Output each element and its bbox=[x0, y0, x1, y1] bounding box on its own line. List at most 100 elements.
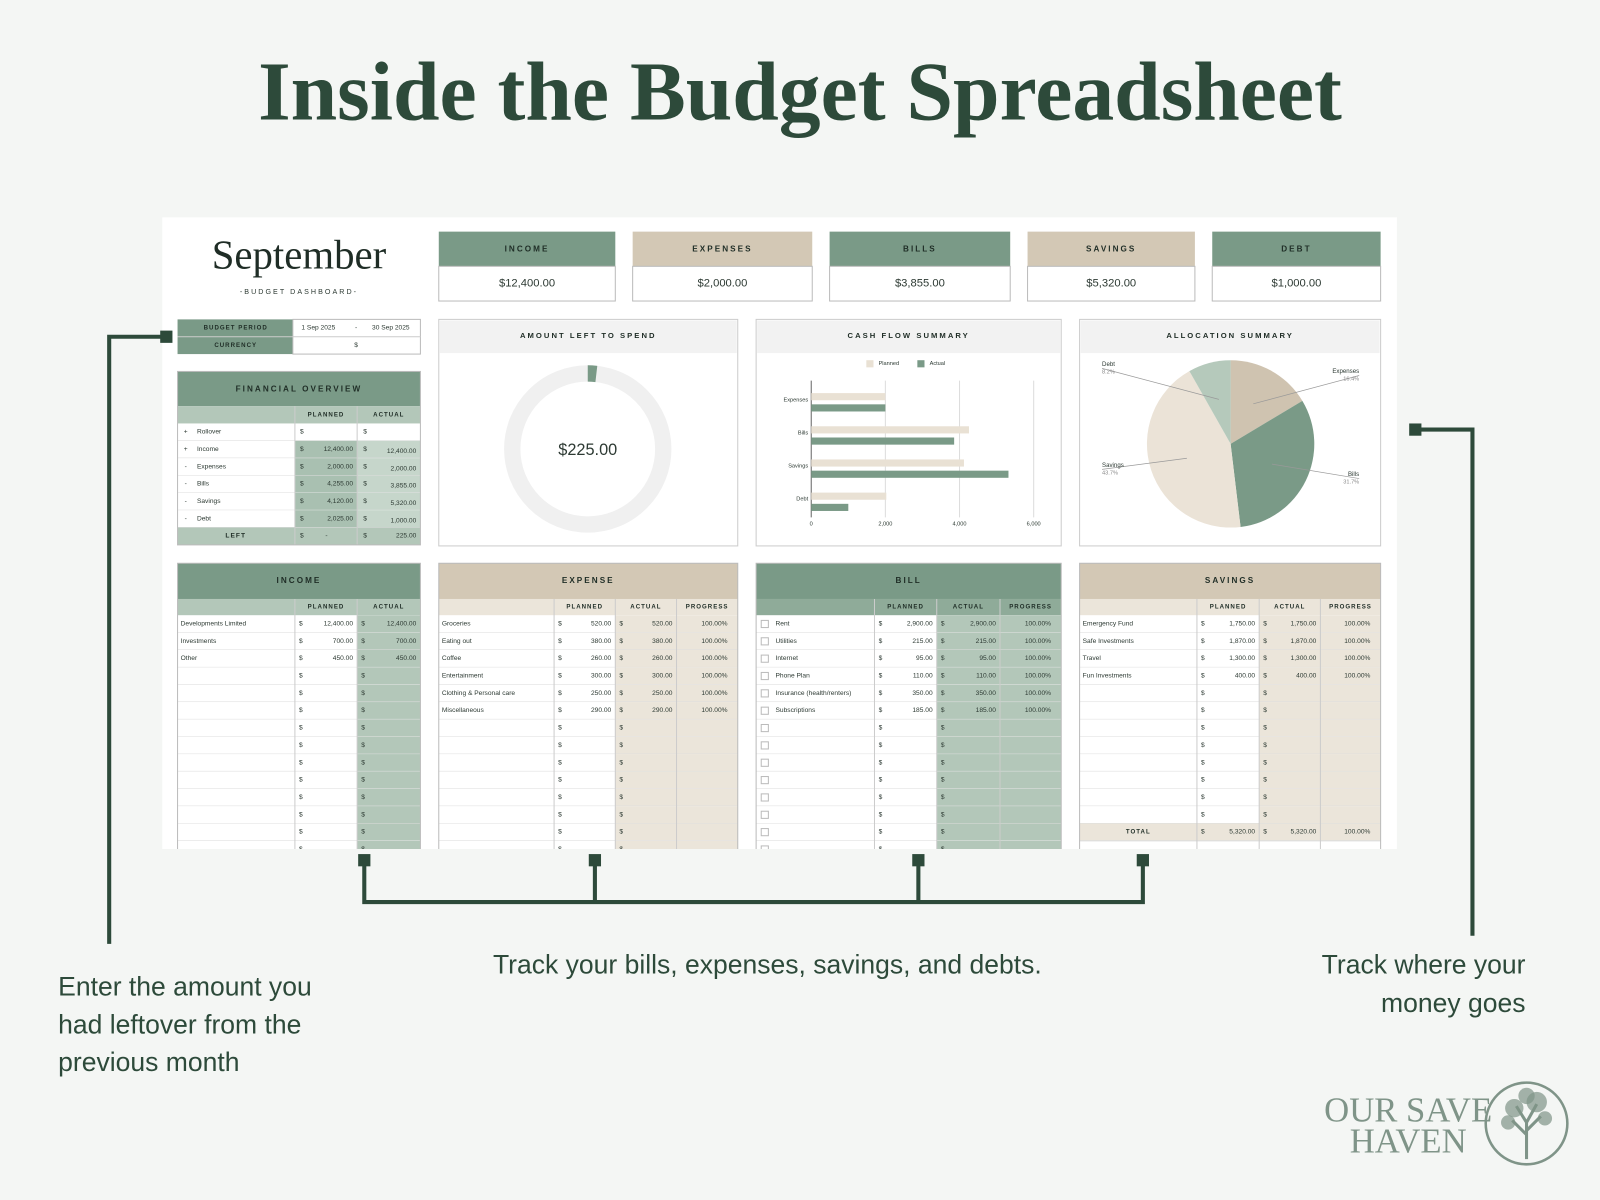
shaded-cell bbox=[936, 754, 1062, 772]
section-title: SAVINGS bbox=[1205, 576, 1255, 585]
cell-text: $ bbox=[941, 759, 945, 766]
cell-text: $ bbox=[361, 725, 365, 732]
cell-text: 4,120.00 bbox=[327, 498, 353, 505]
shaded-cell bbox=[936, 667, 1062, 685]
cell-text: $ bbox=[299, 725, 303, 732]
column-label: PLANNED bbox=[566, 604, 603, 611]
cell-text: $ bbox=[1201, 690, 1205, 697]
x-tick-label: 2,000 bbox=[878, 521, 892, 527]
cell-text: 12,400.00 bbox=[387, 448, 417, 455]
cell-text: $ bbox=[363, 463, 367, 470]
column-label: PROGRESS bbox=[686, 604, 729, 611]
card-header bbox=[438, 231, 616, 267]
cell-text: 100.00% bbox=[1025, 638, 1051, 645]
cell-text: $ bbox=[363, 533, 367, 540]
cell-text: $ bbox=[879, 690, 883, 697]
shaded-cell bbox=[936, 806, 1062, 824]
cell-text: $ bbox=[299, 655, 303, 662]
annotation: Track your bills, expenses, savings, and… bbox=[493, 949, 1042, 979]
cell-text: $ bbox=[1263, 829, 1267, 836]
cell-text: - bbox=[185, 463, 187, 470]
connector-end bbox=[160, 330, 173, 343]
shaded-cell bbox=[936, 615, 1062, 633]
cell-text: $ bbox=[1201, 742, 1205, 749]
cell-text: $ bbox=[361, 829, 365, 836]
subtitle: -BUDGET DASHBOARD- bbox=[240, 288, 358, 296]
column-label: PLANNED bbox=[308, 604, 345, 611]
cell-text: $ bbox=[361, 707, 365, 714]
shaded-cell bbox=[936, 840, 1062, 849]
cell-text: Entertainment bbox=[442, 673, 483, 680]
row bbox=[177, 423, 421, 441]
cell-text: $ bbox=[300, 515, 304, 522]
cell-text: 400.00 bbox=[1296, 673, 1317, 680]
logo-tree bbox=[1511, 1103, 1542, 1160]
cell-text: 2,900.00 bbox=[970, 620, 996, 627]
cell-text: $ bbox=[1263, 673, 1267, 680]
cell-text: 300.00 bbox=[652, 673, 673, 680]
cell-text: - bbox=[185, 481, 187, 488]
cell-text: 260.00 bbox=[591, 655, 612, 662]
bar bbox=[811, 470, 1009, 478]
cell-text: - bbox=[185, 515, 187, 522]
shaded-cell bbox=[357, 719, 421, 737]
page-title: Inside the Budget Spreadsheet bbox=[258, 45, 1342, 138]
cell-text: 1 Sep 2025 bbox=[301, 325, 335, 332]
cell-text: Miscellaneous bbox=[442, 707, 485, 714]
cell-text: $ bbox=[879, 655, 883, 662]
cell-text: $ bbox=[361, 690, 365, 697]
column-label: ACTUAL bbox=[373, 411, 404, 418]
pie-slice bbox=[1146, 371, 1241, 528]
frame bbox=[755, 562, 1062, 849]
card-label: EXPENSES bbox=[692, 244, 752, 253]
cell-text: 110.00 bbox=[913, 673, 933, 680]
connector-end bbox=[912, 854, 925, 867]
cell-text: Debt bbox=[197, 515, 211, 522]
cell bbox=[357, 492, 421, 511]
shaded-cell bbox=[357, 632, 421, 651]
section-header bbox=[756, 563, 1062, 599]
content: Inside the Budget Spreadsheet Enter the … bbox=[58, 45, 1569, 1166]
card-label: DEBT bbox=[1281, 244, 1311, 253]
section-title: FINANCIAL OVERVIEW bbox=[236, 384, 363, 393]
column-header bbox=[756, 598, 1062, 616]
cell-text: 260.00 bbox=[652, 655, 673, 662]
cell-text: $ bbox=[941, 777, 945, 784]
shaded-cell bbox=[936, 650, 1062, 668]
cell-text: + bbox=[184, 429, 188, 436]
column-label: PROGRESS bbox=[1009, 604, 1052, 611]
cell-text: 1,870.00 bbox=[1291, 638, 1317, 645]
cell-text: $ bbox=[1201, 638, 1205, 645]
checkbox bbox=[760, 776, 769, 785]
cell-text: $ bbox=[361, 811, 365, 818]
cell-text: $ bbox=[941, 620, 945, 627]
annotation: had leftover from the bbox=[58, 1009, 301, 1039]
cell-text: 100.00% bbox=[1344, 829, 1370, 836]
cell-text: $ bbox=[299, 638, 303, 645]
connector-end bbox=[1409, 423, 1422, 436]
cell bbox=[294, 492, 358, 511]
shaded-cell bbox=[357, 754, 421, 772]
annotations: Enter the amount you had leftover from t… bbox=[58, 949, 1526, 1077]
checkbox bbox=[760, 619, 769, 629]
cell-text: 2,000.00 bbox=[391, 465, 417, 472]
cell-text: $ bbox=[1201, 794, 1205, 801]
x-tick-label: 6,000 bbox=[1027, 521, 1041, 527]
cell-text: Rollover bbox=[197, 429, 222, 436]
cell-text: 95.00 bbox=[979, 655, 996, 662]
pie-label: Savings bbox=[1102, 462, 1124, 469]
frame bbox=[177, 562, 421, 849]
cell-text: $ bbox=[879, 620, 883, 627]
cell-text: $ bbox=[941, 707, 945, 714]
y-tick-label: Savings bbox=[788, 464, 808, 470]
cell-text: Developments Limited bbox=[181, 620, 247, 627]
cell-text: $ bbox=[558, 846, 562, 853]
cell-text: 100.00% bbox=[701, 673, 727, 680]
section-header bbox=[1079, 563, 1381, 599]
cell-text: 30 Sep 2025 bbox=[372, 325, 410, 332]
cell-text: $ bbox=[363, 515, 367, 522]
connector-line bbox=[107, 334, 167, 944]
cell-text: 110.00 bbox=[976, 673, 996, 680]
card-body bbox=[1027, 265, 1196, 302]
